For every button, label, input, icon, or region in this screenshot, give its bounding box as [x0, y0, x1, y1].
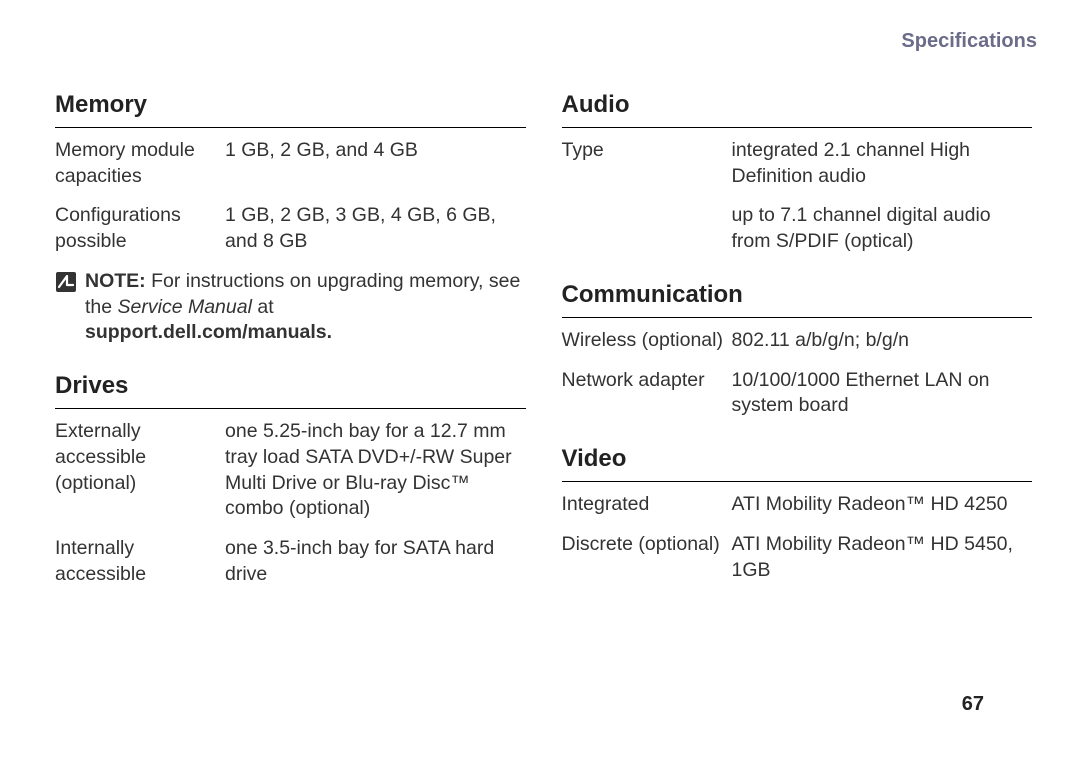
spec-row: Memory module capacities 1 GB, 2 GB, and…: [55, 138, 526, 189]
spec-value: 10/100/1000 Ethernet LAN on system board: [732, 368, 1033, 419]
spec-label: Configurations possible: [55, 203, 225, 254]
audio-heading: Audio: [562, 91, 1033, 119]
note-text: NOTE: For instructions on upgrading memo…: [85, 269, 526, 346]
spec-label: Wireless (optional): [562, 328, 732, 354]
video-heading: Video: [562, 445, 1033, 473]
spec-value: 1 GB, 2 GB, and 4 GB: [225, 138, 526, 189]
memory-note: NOTE: For instructions on upgrading memo…: [55, 269, 526, 346]
note-segment: at: [252, 296, 274, 318]
drives-rule: [55, 408, 526, 409]
spec-label: Network adapter: [562, 368, 732, 419]
memory-heading: Memory: [55, 91, 526, 119]
spec-value: one 3.5-inch bay for SATA hard drive: [225, 536, 526, 587]
spec-row: up to 7.1 channel digital audio from S/P…: [562, 203, 1033, 254]
communication-rule: [562, 317, 1033, 318]
spec-label: Discrete (optional): [562, 532, 732, 583]
spec-row: Externally accessible (optional) one 5.2…: [55, 419, 526, 522]
content-columns: Memory Memory module capacities 1 GB, 2 …: [55, 91, 1032, 602]
spec-label: Internally accessible: [55, 536, 225, 587]
spec-row: Internally accessible one 3.5-inch bay f…: [55, 536, 526, 587]
spec-value: ATI Mobility Radeon™ HD 4250: [732, 492, 1033, 518]
note-italic: Service Manual: [118, 296, 252, 318]
right-column: Audio Type integrated 2.1 channel High D…: [562, 91, 1033, 602]
note-link: support.dell.com/manuals.: [85, 321, 332, 343]
video-rule: [562, 481, 1033, 482]
page: { "header": { "section_label": "Specific…: [55, 30, 1032, 742]
audio-rule: [562, 127, 1033, 128]
spec-value: 802.11 a/b/g/n; b/g/n: [732, 328, 1033, 354]
spec-row: Configurations possible 1 GB, 2 GB, 3 GB…: [55, 203, 526, 254]
note-prefix: NOTE:: [85, 270, 146, 292]
header-section-label: Specifications: [55, 30, 1037, 53]
spec-row: Discrete (optional) ATI Mobility Radeon™…: [562, 532, 1033, 583]
page-number: 67: [962, 693, 984, 716]
drives-heading: Drives: [55, 372, 526, 400]
spec-row: Type integrated 2.1 channel High Definit…: [562, 138, 1033, 189]
spec-value: up to 7.1 channel digital audio from S/P…: [732, 203, 1033, 254]
spec-row: Network adapter 10/100/1000 Ethernet LAN…: [562, 368, 1033, 419]
note-icon: [55, 271, 77, 293]
spec-label: Externally accessible (optional): [55, 419, 225, 522]
spec-label: [562, 203, 732, 254]
memory-rule: [55, 127, 526, 128]
spec-value: 1 GB, 2 GB, 3 GB, 4 GB, 6 GB, and 8 GB: [225, 203, 526, 254]
communication-heading: Communication: [562, 281, 1033, 309]
spec-value: one 5.25-inch bay for a 12.7 mm tray loa…: [225, 419, 526, 522]
left-column: Memory Memory module capacities 1 GB, 2 …: [55, 91, 526, 602]
spec-row: Integrated ATI Mobility Radeon™ HD 4250: [562, 492, 1033, 518]
spec-label: Memory module capacities: [55, 138, 225, 189]
spec-label: Integrated: [562, 492, 732, 518]
spec-value: ATI Mobility Radeon™ HD 5450, 1GB: [732, 532, 1033, 583]
spec-row: Wireless (optional) 802.11 a/b/g/n; b/g/…: [562, 328, 1033, 354]
spec-label: Type: [562, 138, 732, 189]
spec-value: integrated 2.1 channel High Definition a…: [732, 138, 1033, 189]
